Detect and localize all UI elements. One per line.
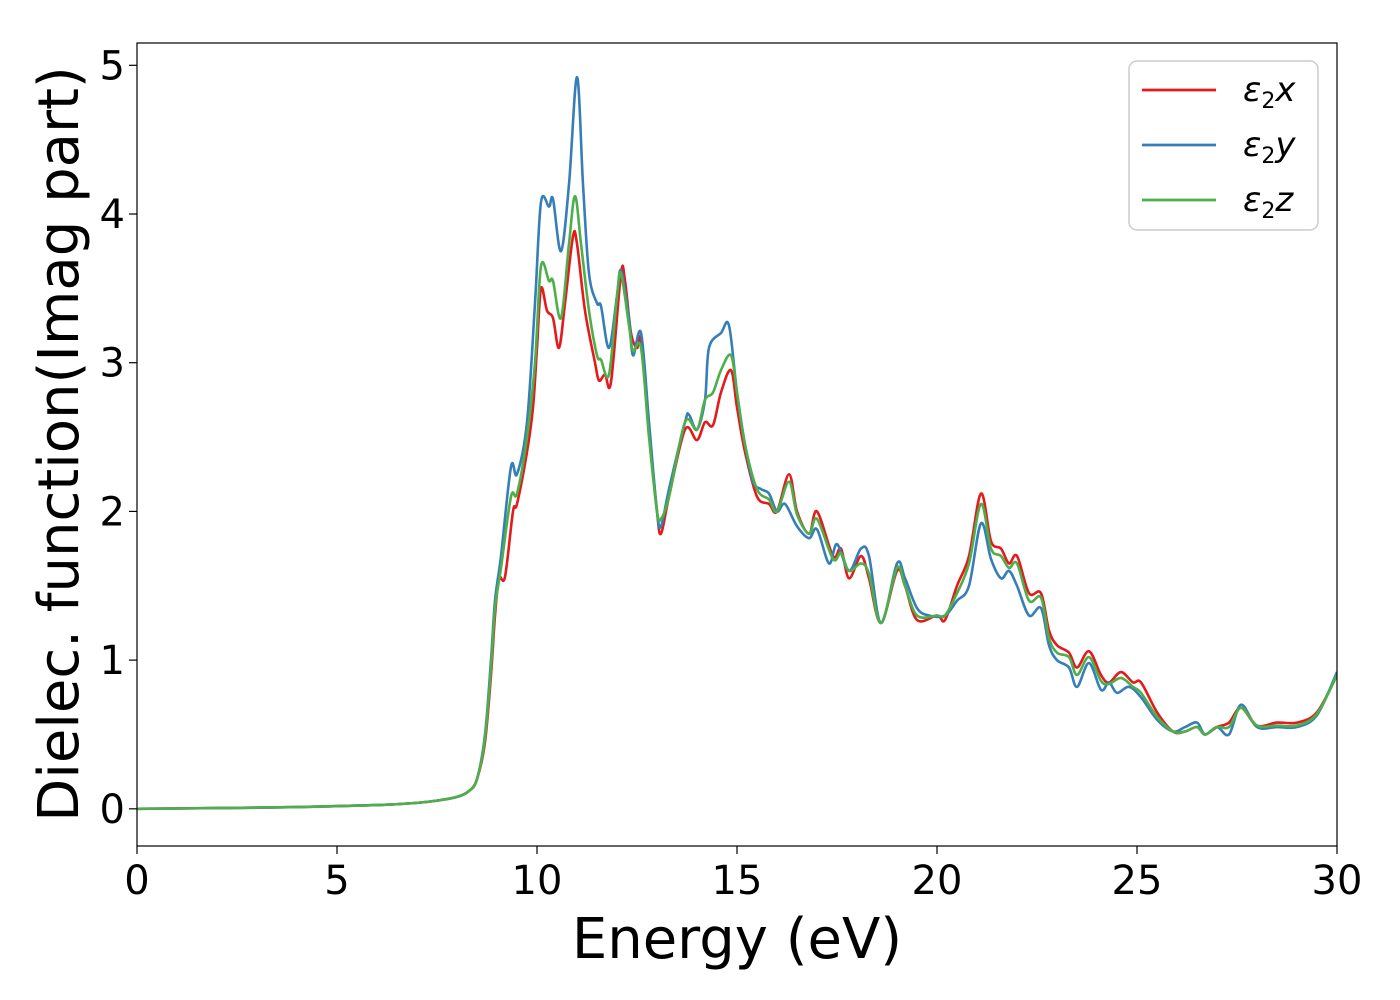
- y-tick-label: 2: [100, 489, 125, 535]
- y-tick-label: 4: [100, 192, 125, 238]
- y-tick-label: 1: [100, 638, 125, 684]
- x-tick-label: 20: [912, 858, 963, 904]
- x-tick-label: 30: [1312, 858, 1363, 904]
- y-tick-label: 0: [100, 787, 125, 833]
- x-tick-label: 25: [1112, 858, 1163, 904]
- x-tick-label: 10: [512, 858, 563, 904]
- series-line-x: [137, 229, 1337, 811]
- legend-box: [1128, 60, 1319, 231]
- legend-label-y: ε2y: [1243, 125, 1296, 169]
- x-axis-label: Energy (eV): [572, 907, 902, 972]
- y-tick-label: 5: [100, 43, 125, 89]
- axis-ticks: 0 5 10 15 20 25 30 0 1 2 3 4 5: [100, 43, 1363, 904]
- y-axis-label: Dielec. function(Imag part): [27, 66, 92, 822]
- series-lines: [137, 75, 1337, 811]
- x-tick-label: 0: [124, 858, 149, 904]
- series-line-z: [137, 194, 1337, 811]
- x-tick-label: 15: [712, 858, 763, 904]
- legend-label-x: ε2x: [1243, 70, 1296, 114]
- y-tick-label: 3: [100, 341, 125, 387]
- x-tick-label: 5: [324, 858, 349, 904]
- legend-label-z: ε2z: [1243, 180, 1294, 224]
- series-line-y: [137, 75, 1337, 811]
- legend: ε2x ε2y ε2z: [1128, 60, 1319, 231]
